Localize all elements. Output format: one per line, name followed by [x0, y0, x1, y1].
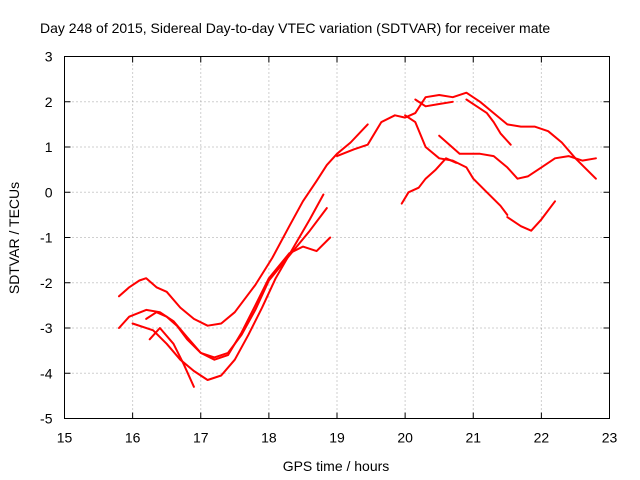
data-series-trace-b	[118, 236, 332, 361]
x-tick-label: 20	[397, 430, 413, 446]
x-axis-label: GPS time / hours	[283, 458, 390, 474]
data-series-trace-k	[465, 98, 512, 146]
data-series-trace-f	[336, 91, 597, 180]
data-series-trace-h	[506, 200, 556, 232]
data-series-trace-j	[400, 157, 458, 205]
data-series-trace-g	[404, 114, 509, 216]
data-series-trace-d	[131, 193, 325, 381]
y-tick-label: -4	[40, 365, 53, 381]
x-tick-label: 16	[125, 430, 141, 446]
y-tick-label: 1	[45, 139, 53, 155]
y-tick-label: -1	[40, 230, 53, 246]
data-series-trace-i	[438, 134, 597, 180]
data-series-trace-a	[118, 123, 369, 327]
x-tick-label: 22	[534, 430, 550, 446]
x-tick-labels: 15 16 17 18 19 20 21 22 23	[57, 430, 618, 446]
data-series-trace-e	[148, 327, 195, 388]
y-tick-label: 3	[45, 49, 53, 65]
grid-lines	[64, 56, 610, 419]
y-tick-label: 2	[45, 94, 53, 110]
plot-frame	[64, 56, 610, 419]
x-tick-label: 23	[602, 430, 618, 446]
x-tick-label: 19	[329, 430, 345, 446]
y-axis-label: SDTVAR / TECUs	[6, 182, 22, 294]
x-tick-label: 21	[465, 430, 481, 446]
y-tick-label: 0	[45, 184, 53, 200]
plot-area	[118, 91, 597, 388]
x-tick-label: 17	[193, 430, 209, 446]
y-tick-labels: -5 -4 -3 -2 -1 0 1 2 3	[40, 49, 53, 427]
x-tick-label: 15	[57, 430, 73, 446]
chart-title: Day 248 of 2015, Sidereal Day-to-day VTE…	[40, 20, 550, 36]
x-tick-label: 18	[261, 430, 277, 446]
y-tick-label: -3	[40, 320, 53, 336]
y-tick-label: -5	[40, 411, 53, 427]
y-tick-label: -2	[40, 275, 53, 291]
data-series-trace-l	[414, 98, 454, 108]
